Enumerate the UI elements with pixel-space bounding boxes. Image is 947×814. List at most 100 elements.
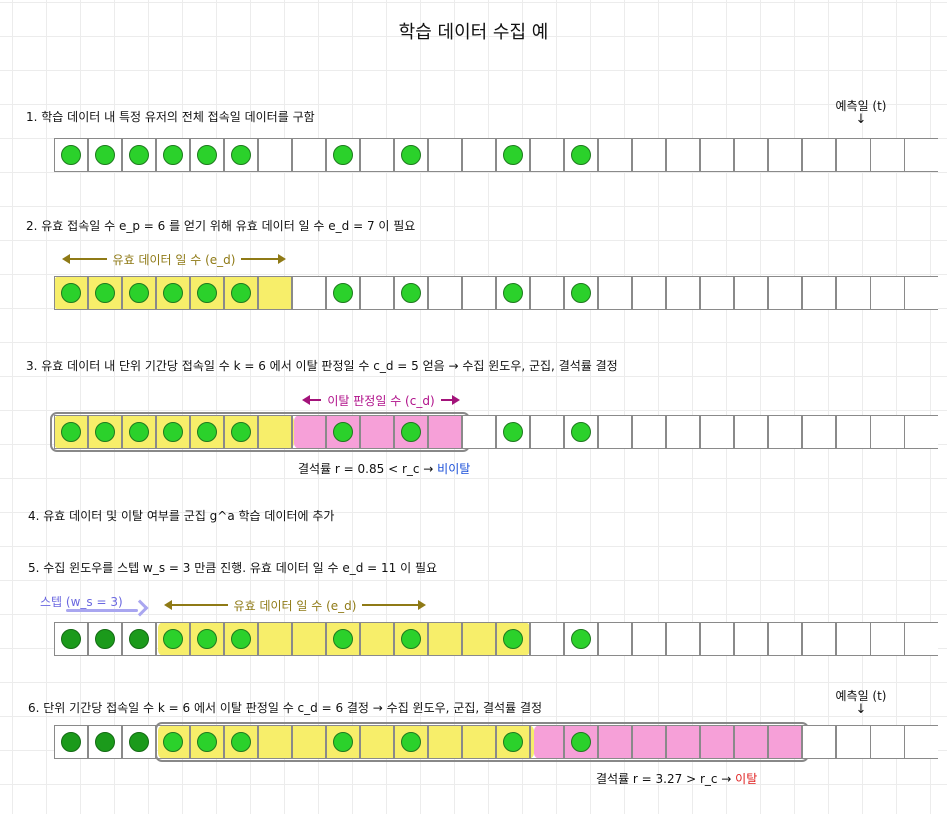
day-cell xyxy=(462,415,496,449)
day-cell xyxy=(666,622,700,656)
day-cell xyxy=(224,415,258,449)
step-6-text: 6. 단위 기간당 접속일 수 k = 6 에서 이탈 판정일 수 c_d = … xyxy=(28,701,543,715)
login-dot xyxy=(503,422,523,442)
day-cell xyxy=(734,138,768,172)
predict-day-label-1: 예측일 (t) ↓ xyxy=(835,99,887,127)
day-cell xyxy=(632,725,666,759)
login-dot xyxy=(95,422,115,442)
day-cell xyxy=(768,276,802,310)
arrow-left-icon xyxy=(302,395,310,405)
login-dot xyxy=(95,629,115,649)
day-cell xyxy=(224,138,258,172)
day-cell xyxy=(836,138,870,172)
day-cell xyxy=(564,276,598,310)
login-dot xyxy=(333,422,353,442)
day-cell xyxy=(326,276,360,310)
login-dot xyxy=(503,283,523,303)
down-arrow-icon: ↓ xyxy=(855,112,867,127)
login-dot xyxy=(163,732,183,752)
login-dot xyxy=(163,283,183,303)
day-cell xyxy=(428,276,462,310)
day-cell xyxy=(802,725,836,759)
day-cell xyxy=(428,138,462,172)
day-cell xyxy=(258,622,292,656)
day-cell xyxy=(54,725,88,759)
day-cell xyxy=(394,622,428,656)
day-cell xyxy=(156,276,190,310)
day-cell xyxy=(462,622,496,656)
day-cell xyxy=(224,622,258,656)
day-cell xyxy=(156,138,190,172)
day-cell xyxy=(870,138,904,172)
login-dot xyxy=(163,629,183,649)
day-cell xyxy=(700,276,734,310)
day-cell xyxy=(632,415,666,449)
day-cell xyxy=(190,138,224,172)
login-dot xyxy=(197,145,217,165)
day-cell xyxy=(258,276,292,310)
day-cell xyxy=(326,138,360,172)
day-cell xyxy=(904,622,938,656)
day-cell xyxy=(54,138,88,172)
day-cell xyxy=(870,622,904,656)
step-size-label: 스텝 (w_s = 3) xyxy=(40,595,123,609)
day-cell xyxy=(258,725,292,759)
arrow-right-icon xyxy=(452,395,461,405)
login-dot xyxy=(231,422,251,442)
day-cell xyxy=(598,138,632,172)
login-dot xyxy=(231,283,251,303)
login-dot xyxy=(571,629,591,649)
login-dot xyxy=(401,732,421,752)
day-cell xyxy=(870,415,904,449)
login-dot xyxy=(401,145,421,165)
absence-rate-result-2: 결석률 r = 3.27 > r_c → 이탈 xyxy=(596,772,758,786)
day-cell xyxy=(428,725,462,759)
day-cell xyxy=(88,622,122,656)
arrow-left-icon xyxy=(164,600,172,610)
day-cell xyxy=(870,725,904,759)
churn-window-highlight-1 xyxy=(294,415,466,449)
day-cell xyxy=(904,276,938,310)
day-cell xyxy=(326,622,360,656)
login-dot xyxy=(129,629,149,649)
day-cell xyxy=(768,415,802,449)
churn-label: 이탈 xyxy=(735,772,758,786)
step-5-text: 5. 수집 윈도우를 스텝 w_s = 3 만큼 진행. 유효 데이터 일 수 … xyxy=(28,561,438,575)
login-dot xyxy=(61,629,81,649)
day-cell xyxy=(360,622,394,656)
day-cell xyxy=(360,415,394,449)
login-dot xyxy=(231,145,251,165)
down-arrow-icon: ↓ xyxy=(855,702,867,717)
day-cell xyxy=(598,415,632,449)
login-dot xyxy=(129,145,149,165)
day-cell xyxy=(258,138,292,172)
login-dot xyxy=(571,422,591,442)
arrow-left-icon xyxy=(62,254,70,264)
login-dot xyxy=(197,629,217,649)
step-1-text: 1. 학습 데이터 내 특정 유저의 전체 접속일 데이터를 구함 xyxy=(26,110,315,124)
day-cell xyxy=(428,415,462,449)
login-dot xyxy=(571,145,591,165)
day-cell xyxy=(700,138,734,172)
day-cell xyxy=(700,622,734,656)
login-dot xyxy=(503,145,523,165)
login-dot xyxy=(231,732,251,752)
day-cell xyxy=(496,415,530,449)
login-dot xyxy=(571,732,591,752)
day-cell xyxy=(598,276,632,310)
day-cell xyxy=(530,415,564,449)
day-cell xyxy=(836,415,870,449)
day-cell xyxy=(122,415,156,449)
day-cell xyxy=(224,725,258,759)
day-cell xyxy=(326,725,360,759)
day-cell xyxy=(88,276,122,310)
login-dot xyxy=(95,145,115,165)
login-dot xyxy=(197,283,217,303)
day-cell xyxy=(122,622,156,656)
day-cell xyxy=(496,276,530,310)
day-cell xyxy=(530,276,564,310)
day-cell xyxy=(122,725,156,759)
day-cell xyxy=(666,725,700,759)
day-cell xyxy=(428,622,462,656)
login-dot xyxy=(129,732,149,752)
